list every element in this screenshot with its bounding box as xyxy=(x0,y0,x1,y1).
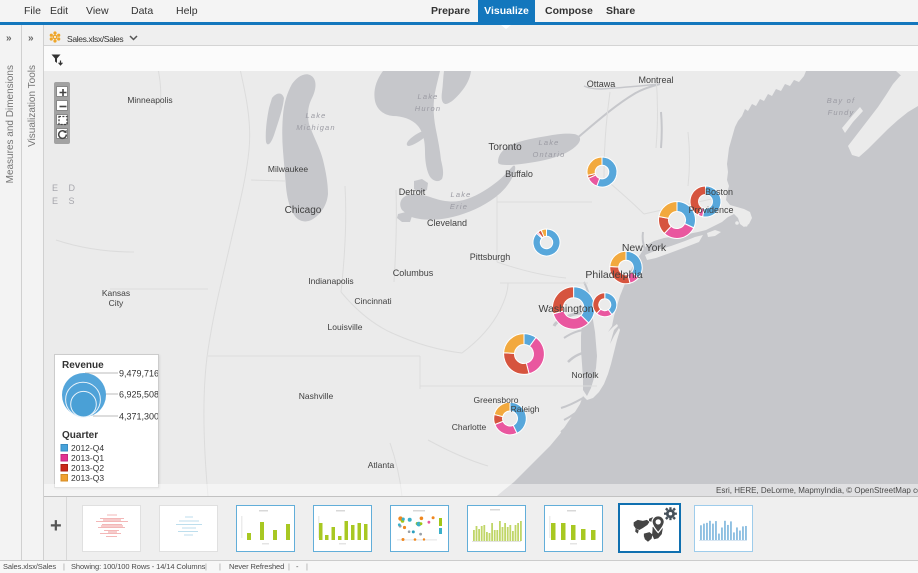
svg-text:Ottawa: Ottawa xyxy=(587,79,616,89)
svg-text:Milwaukee: Milwaukee xyxy=(268,164,308,174)
svg-text:Lake: Lake xyxy=(305,111,326,120)
svg-text:Charlotte: Charlotte xyxy=(452,422,487,432)
svg-text:Norfolk: Norfolk xyxy=(572,370,600,380)
svg-text:Cleveland: Cleveland xyxy=(427,218,467,228)
svg-text:Chicago: Chicago xyxy=(285,205,322,216)
svg-text:Revenue: Revenue xyxy=(62,360,104,371)
svg-text:Philadelphia: Philadelphia xyxy=(585,269,642,281)
svg-text:Minneapolis: Minneapolis xyxy=(127,95,172,105)
svg-text:Fundy: Fundy xyxy=(828,108,855,117)
svg-text:Indianapolis: Indianapolis xyxy=(308,276,353,286)
svg-text:2013-Q3: 2013-Q3 xyxy=(71,473,104,483)
svg-text:Michigan: Michigan xyxy=(296,123,336,132)
svg-text:Detroit: Detroit xyxy=(399,187,426,197)
svg-text:Providence: Providence xyxy=(688,205,733,215)
svg-text:Erie: Erie xyxy=(450,202,468,211)
svg-text:Bay of: Bay of xyxy=(827,96,855,105)
svg-text:Louisville: Louisville xyxy=(328,322,363,332)
svg-text:E S: E S xyxy=(52,196,79,206)
svg-text:Kansas: Kansas xyxy=(102,288,130,298)
svg-text:Huron: Huron xyxy=(415,104,441,113)
svg-text:Toronto: Toronto xyxy=(488,142,522,153)
svg-text:2013-Q2: 2013-Q2 xyxy=(71,463,104,473)
svg-text:Boston: Boston xyxy=(705,187,733,197)
svg-text:9,479,716: 9,479,716 xyxy=(119,369,158,379)
svg-text:Ontario: Ontario xyxy=(533,150,566,159)
svg-text:Nashville: Nashville xyxy=(299,391,334,401)
svg-text:Raleigh: Raleigh xyxy=(511,404,540,414)
svg-text:Washington: Washington xyxy=(538,303,593,315)
svg-text:Lake: Lake xyxy=(450,190,471,199)
svg-text:2013-Q1: 2013-Q1 xyxy=(71,453,104,463)
svg-text:Pittsburgh: Pittsburgh xyxy=(470,252,511,262)
svg-text:Lake: Lake xyxy=(417,92,438,101)
svg-text:Lake: Lake xyxy=(538,138,559,147)
svg-text:E D: E D xyxy=(52,183,79,193)
svg-text:4,371,300: 4,371,300 xyxy=(119,412,158,422)
svg-text:Cincinnati: Cincinnati xyxy=(354,296,391,306)
svg-text:6,925,508: 6,925,508 xyxy=(119,390,158,400)
svg-text:New York: New York xyxy=(622,242,667,254)
svg-text:Montreal: Montreal xyxy=(638,75,673,85)
svg-text:Buffalo: Buffalo xyxy=(505,169,533,179)
svg-text:Columbus: Columbus xyxy=(393,268,434,278)
svg-text:City: City xyxy=(109,298,124,308)
svg-text:2012-Q4: 2012-Q4 xyxy=(71,443,104,453)
svg-text:Quarter: Quarter xyxy=(62,430,98,441)
svg-text:Atlanta: Atlanta xyxy=(368,460,395,470)
svg-text:Greensboro: Greensboro xyxy=(474,395,519,405)
